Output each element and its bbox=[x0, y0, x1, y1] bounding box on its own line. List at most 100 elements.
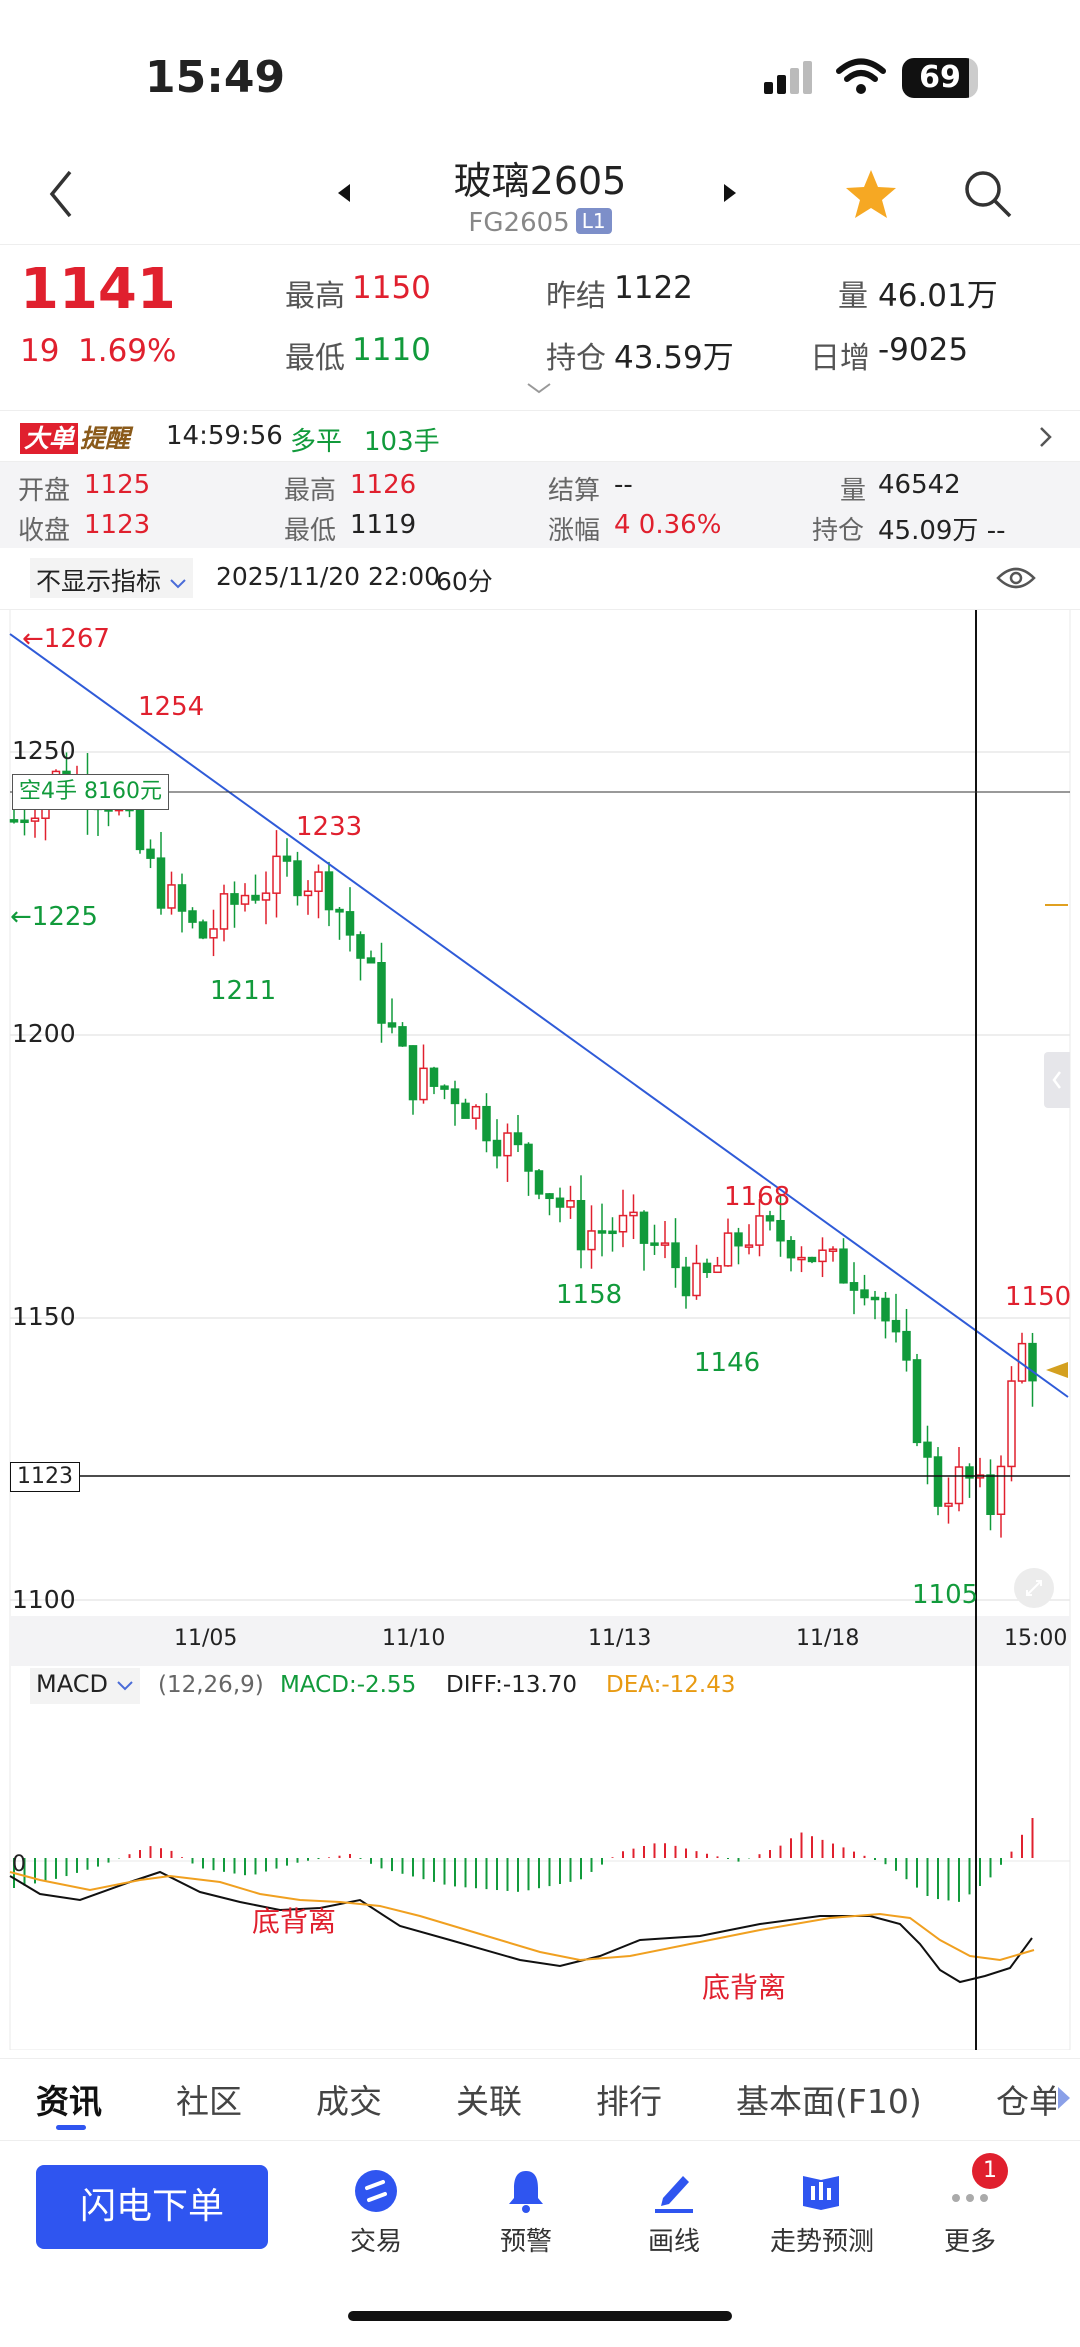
candle-body bbox=[870, 1296, 880, 1301]
position-tag[interactable]: 空4手 8160元 bbox=[12, 774, 169, 810]
candle-body bbox=[408, 1045, 418, 1101]
tab-related[interactable]: 关联 bbox=[456, 2082, 522, 2121]
candle-body bbox=[639, 1211, 649, 1244]
price-grid bbox=[9, 610, 1071, 2051]
chart-toolbar: 不显示指标 2025/11/20 22:00 60分 bbox=[0, 548, 1080, 610]
period-label[interactable]: 60分 bbox=[436, 567, 493, 596]
forecast-button[interactable]: 走势预测 bbox=[752, 2161, 892, 2258]
candle-body bbox=[828, 1248, 838, 1252]
bar-volume-value: 46542 bbox=[878, 470, 961, 500]
candle-body bbox=[366, 957, 376, 964]
candle-body bbox=[545, 1193, 554, 1200]
candle-body bbox=[324, 871, 334, 911]
trade-label: 交易 bbox=[349, 2227, 402, 2257]
search-icon[interactable] bbox=[962, 168, 1014, 220]
y-tick-1100: 1100 bbox=[12, 1585, 76, 1614]
favorite-star-icon[interactable] bbox=[844, 168, 898, 220]
prev-contract-icon[interactable] bbox=[336, 182, 352, 204]
candle-body bbox=[30, 817, 40, 822]
reminder-time: 14:59:56 bbox=[166, 421, 283, 451]
range-value: 4 0.36% bbox=[614, 510, 722, 540]
settle-value: -- bbox=[614, 470, 633, 500]
tab-ranking[interactable]: 排行 bbox=[596, 2082, 662, 2121]
candle-body bbox=[20, 819, 29, 824]
macd-group bbox=[9, 1818, 1035, 1984]
candle-body bbox=[156, 857, 166, 909]
candle-body bbox=[335, 908, 344, 913]
annotation-1267: ←1267 bbox=[22, 624, 110, 654]
more-label: 更多 bbox=[943, 2227, 996, 2257]
alert-label: 预警 bbox=[499, 2227, 552, 2257]
status-bar: 15:49 69 bbox=[0, 0, 1080, 150]
side-panel-handle[interactable] bbox=[1044, 1052, 1070, 1108]
candle-body bbox=[209, 928, 218, 939]
annotation-1254: 1254 bbox=[138, 692, 205, 722]
candles-group bbox=[9, 752, 1037, 1538]
candle-body bbox=[188, 910, 197, 923]
forecast-icon bbox=[803, 2176, 839, 2210]
prev-settle-label: 昨结 bbox=[546, 279, 606, 314]
candle-body bbox=[923, 1441, 932, 1458]
trade-button[interactable]: 交易 bbox=[306, 2161, 446, 2258]
macd-select[interactable]: MACD bbox=[30, 1668, 140, 1704]
y-tick-1250: 1250 bbox=[12, 736, 76, 765]
candle-body bbox=[902, 1330, 911, 1361]
divergence-label-2: 底背离 bbox=[702, 1971, 787, 2004]
candle-body bbox=[765, 1215, 775, 1222]
annotation-1105: 1105 bbox=[912, 1580, 979, 1610]
alert-button[interactable]: 预警 bbox=[456, 2161, 596, 2258]
candle-body bbox=[818, 1249, 827, 1263]
tab-news[interactable]: 资讯 bbox=[36, 2082, 102, 2121]
expand-chevron-icon[interactable] bbox=[526, 381, 552, 395]
prev-settle-value: 1122 bbox=[614, 270, 693, 306]
position-tag-text: 空4手 8160元 bbox=[19, 779, 162, 804]
candle-body bbox=[146, 848, 155, 859]
home-indicator[interactable] bbox=[348, 2311, 732, 2321]
reminder-lots: 103手 bbox=[364, 427, 440, 457]
next-contract-icon[interactable] bbox=[722, 182, 738, 204]
annotation-1233: 1233 bbox=[296, 812, 363, 842]
candle-body bbox=[965, 1466, 974, 1479]
candle-body bbox=[702, 1262, 712, 1274]
candle-body bbox=[450, 1088, 460, 1105]
reminder-tag-bigorder: 大单 bbox=[20, 423, 79, 454]
candle-body bbox=[944, 1502, 953, 1507]
chart-area[interactable]: 1250 1200 1150 1100 1123 空4手 8160元 ←1267… bbox=[0, 610, 1080, 2051]
indicator-select[interactable]: 不显示指标 bbox=[30, 558, 193, 598]
divergence-label-1: 底背离 bbox=[252, 1905, 337, 1938]
candle-body bbox=[629, 1211, 638, 1217]
more-button[interactable]: 更多 1 bbox=[900, 2153, 1040, 2258]
bar-datetime: 2025/11/20 22:00 bbox=[216, 562, 441, 591]
contract-code-text: FG2605 bbox=[468, 208, 570, 238]
draw-line-button[interactable]: 画线 bbox=[604, 2161, 744, 2258]
forecast-label: 走势预测 bbox=[769, 2227, 874, 2257]
tab-warehouse[interactable]: 仓单 bbox=[996, 2082, 1056, 2121]
macd-value: MACD:-2.55 bbox=[280, 1672, 417, 1698]
day-increase-value: -9025 bbox=[878, 332, 969, 368]
big-order-reminder[interactable]: 大单 提醒 14:59:56 多平 103手 bbox=[0, 410, 1080, 462]
candle-body bbox=[377, 962, 386, 1024]
tabs-more-icon[interactable] bbox=[1056, 2085, 1072, 2111]
candle-body bbox=[713, 1265, 722, 1274]
candle-body bbox=[419, 1067, 428, 1101]
tab-trades[interactable]: 成交 bbox=[316, 2082, 382, 2121]
candle-body bbox=[293, 860, 302, 897]
back-icon[interactable] bbox=[46, 168, 76, 220]
low-label: 最低 bbox=[285, 341, 345, 376]
dea-line bbox=[9, 1871, 1035, 1962]
flash-order-button[interactable]: 闪电下单 bbox=[36, 2165, 268, 2249]
annotation-1158: 1158 bbox=[556, 1280, 623, 1310]
candle-body bbox=[650, 1242, 659, 1246]
fullscreen-button[interactable] bbox=[1014, 1568, 1054, 1608]
candlestick-chart[interactable] bbox=[0, 610, 1080, 2051]
x-tick-1105: 11/05 bbox=[174, 1626, 238, 1651]
info-tabs: 资讯 社区 成交 关联 排行 基本面(F10) 仓单 bbox=[0, 2058, 1080, 2140]
tab-fundamentals[interactable]: 基本面(F10) bbox=[736, 2082, 922, 2121]
trend-line[interactable] bbox=[9, 633, 1069, 1398]
eye-icon[interactable] bbox=[996, 564, 1036, 592]
last-price-marker bbox=[1046, 1362, 1068, 1378]
chevron-right-icon bbox=[1040, 427, 1052, 447]
tab-community[interactable]: 社区 bbox=[176, 2082, 242, 2121]
price-change-pct: 1.69% bbox=[78, 333, 177, 369]
candle-body bbox=[387, 1022, 397, 1028]
